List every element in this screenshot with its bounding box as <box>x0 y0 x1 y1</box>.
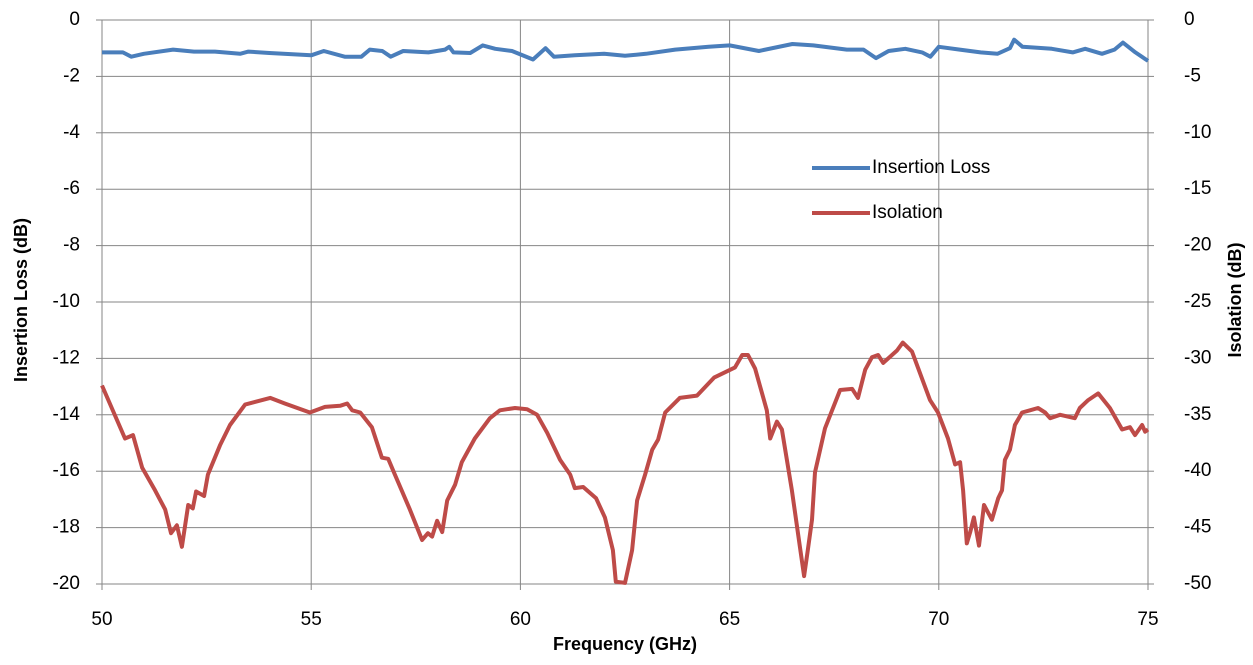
y2-tick-label: -50 <box>1184 573 1211 594</box>
y2-tick-label: -20 <box>1184 235 1211 256</box>
y2-tick-label: -25 <box>1184 291 1211 312</box>
y2-tick-label: 0 <box>1184 9 1195 30</box>
y-tick-label: -20 <box>53 573 80 594</box>
y2-tick-label: -5 <box>1184 65 1201 86</box>
y2-tick-label: -35 <box>1184 404 1211 425</box>
y-tick-label: -16 <box>53 460 80 481</box>
y-tick-label: -4 <box>63 122 80 143</box>
legend-label: Insertion Loss <box>872 157 990 178</box>
y-tick-label: -14 <box>53 404 81 425</box>
y-tick-label: -2 <box>63 65 80 86</box>
x-tick-label: 60 <box>510 609 531 630</box>
y-tick-label: -6 <box>63 178 80 199</box>
y-axis-label: Insertion Loss (dB) <box>11 218 31 382</box>
y-tick-label: -10 <box>53 291 80 312</box>
x-tick-label: 65 <box>719 609 740 630</box>
x-tick-label: 55 <box>301 609 322 630</box>
y2-tick-label: -15 <box>1184 178 1211 199</box>
x-axis-label: Frequency (GHz) <box>553 634 697 654</box>
x-tick-label: 70 <box>928 609 949 630</box>
legend-label: Isolation <box>872 202 943 223</box>
y2-tick-label: -45 <box>1184 517 1211 538</box>
y2-tick-label: -10 <box>1184 122 1211 143</box>
y-tick-label: -18 <box>53 517 80 538</box>
x-tick-label: 75 <box>1137 609 1158 630</box>
y2-axis-label: Isolation (dB) <box>1225 243 1245 358</box>
y-tick-label: -8 <box>63 235 80 256</box>
series-line <box>100 340 1150 585</box>
y-tick-label: 0 <box>69 9 80 30</box>
y-tick-label: -12 <box>53 347 80 368</box>
series-line <box>102 37 1150 63</box>
y2-tick-label: -40 <box>1184 460 1211 481</box>
y2-tick-label: -30 <box>1184 347 1211 368</box>
x-tick-label: 50 <box>91 609 112 630</box>
